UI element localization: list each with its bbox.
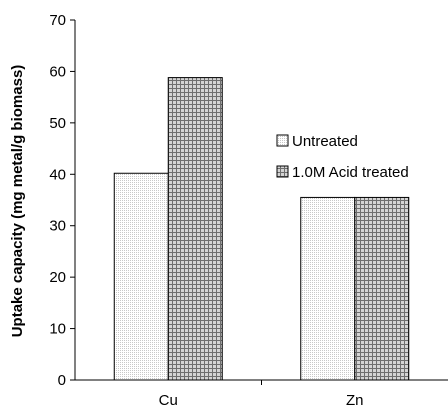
legend: Untreated 1.0M Acid treated	[276, 133, 409, 181]
y-tick-label: 70	[49, 12, 66, 29]
legend-swatch-untreated	[276, 134, 289, 147]
y-tick-label: 10	[49, 321, 66, 338]
y-tick-label: 60	[49, 63, 66, 80]
y-tick-label: 30	[49, 218, 66, 235]
bar-cu-untreated	[113, 172, 169, 381]
y-tick-label: 20	[49, 269, 66, 286]
bar-zn-1-0m-acid-treated	[354, 196, 410, 381]
y-tick-label: 50	[49, 115, 66, 132]
bar-zn-untreated	[300, 196, 356, 381]
legend-swatch-acid-treated	[276, 165, 289, 178]
legend-label-untreated: Untreated	[292, 133, 358, 150]
y-tick-label: 0	[58, 372, 66, 389]
x-tick-label: Zn	[346, 392, 364, 409]
x-tick-label: Cu	[159, 392, 178, 409]
y-axis-title: Uptake capacity (mg metal/g biomass)	[9, 65, 26, 338]
y-tick-label: 40	[49, 166, 66, 183]
legend-label-acid-treated: 1.0M Acid treated	[292, 164, 409, 181]
bar-cu-1-0m-acid-treated	[167, 77, 223, 381]
